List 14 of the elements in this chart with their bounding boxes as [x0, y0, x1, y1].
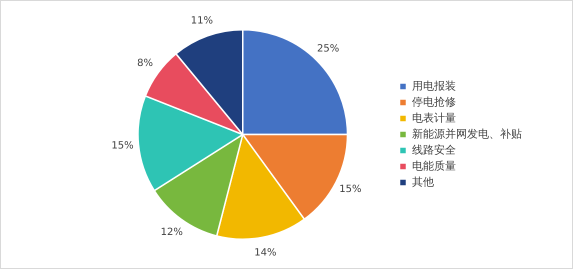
- legend-label: 用电报装: [412, 79, 456, 92]
- data-label: 8%: [137, 58, 153, 70]
- data-label: 11%: [190, 15, 213, 26]
- legend-label: 停电抢修: [412, 95, 456, 108]
- legend-label: 新能源并网发电、补贴: [412, 127, 522, 140]
- data-label: 15%: [339, 184, 362, 195]
- legend-label: 其他: [412, 175, 434, 188]
- data-label: 12%: [160, 226, 183, 238]
- data-label: 25%: [317, 44, 340, 55]
- data-label: 14%: [254, 248, 276, 259]
- legend-label: 线路安全: [412, 143, 456, 156]
- legend-label: 电表计量: [412, 111, 456, 124]
- data-label: 15%: [111, 140, 134, 152]
- legend-label: 电能质量: [412, 159, 456, 172]
